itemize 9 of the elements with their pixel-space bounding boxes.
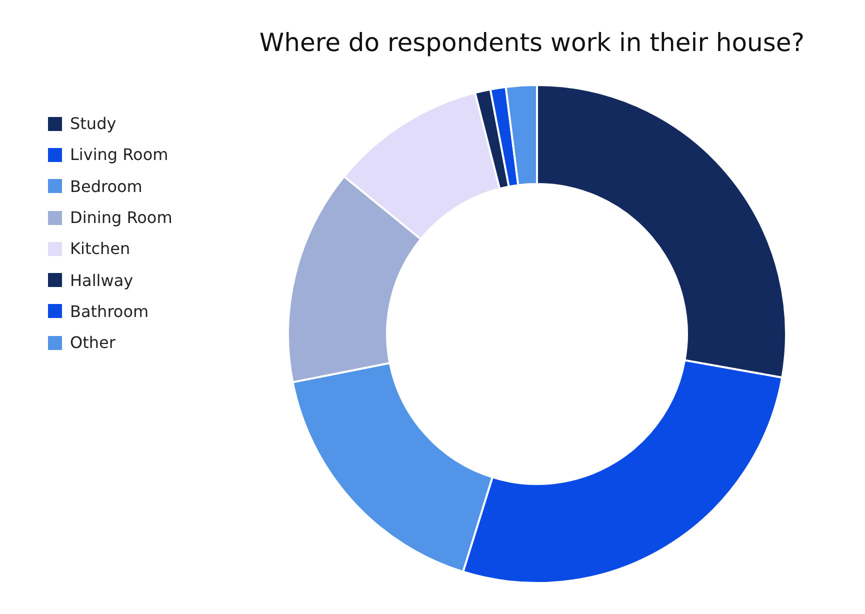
legend-label: Dining Room [70,208,172,228]
legend-label: Kitchen [70,239,130,258]
chart-title: Where do respondents work in their house? [258,28,806,57]
legend-label: Bathroom [70,302,149,321]
legend-label: Living Room [70,145,168,164]
legend-label: Hallway [70,270,134,290]
legend-label: Study [70,114,116,134]
legend-label: Bedroom [70,176,142,196]
legend-label: Other [70,333,116,352]
